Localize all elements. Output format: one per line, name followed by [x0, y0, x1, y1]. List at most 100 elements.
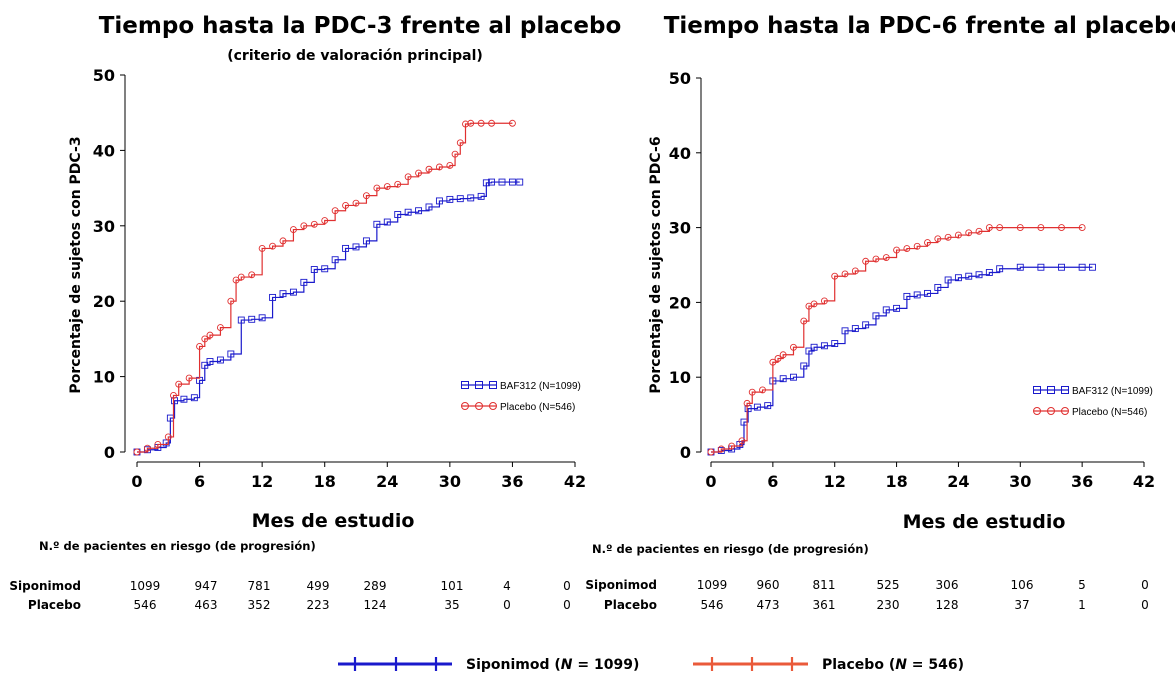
- x-tick-label: 18: [885, 472, 907, 491]
- risk-cell: 1099: [130, 579, 161, 593]
- data-point-placebo: [1058, 224, 1065, 232]
- data-point-siponimod: [206, 358, 214, 365]
- data-point-placebo: [352, 199, 360, 207]
- data-point-siponimod: [954, 274, 962, 282]
- data-point-siponimod: [404, 208, 412, 216]
- data-point-placebo: [477, 119, 485, 127]
- risk-cell: 1099: [697, 578, 728, 592]
- chart1-ylabel: Porcentaje de sujetos con PDC-3: [68, 136, 84, 393]
- risk-cell: 223: [307, 598, 330, 612]
- data-point-siponimod: [201, 361, 209, 369]
- risk-cell: 0: [503, 598, 511, 612]
- risk-cell: 106: [1011, 578, 1034, 592]
- y-tick-label: 50: [669, 69, 691, 88]
- risk-cell: 306: [936, 578, 959, 592]
- data-point-siponimod: [248, 315, 256, 323]
- risk-cell: 947: [195, 579, 218, 593]
- x-tick-label: 24: [376, 472, 398, 491]
- data-point-siponimod: [753, 403, 761, 411]
- data-point-siponimod: [435, 197, 443, 205]
- risk-cell: 230: [877, 598, 900, 612]
- data-point-placebo: [373, 184, 381, 192]
- risk-cell: 546: [134, 598, 157, 612]
- inner-legend-marker: [1047, 407, 1055, 415]
- data-point-siponimod: [321, 265, 329, 273]
- data-point-placebo: [965, 229, 973, 237]
- data-point-siponimod: [508, 178, 516, 186]
- risk-cell: 352: [248, 598, 271, 612]
- data-point-siponimod: [227, 350, 235, 358]
- x-tick-label: 12: [251, 472, 273, 491]
- data-point-siponimod: [362, 237, 370, 245]
- data-point-placebo: [196, 342, 204, 350]
- data-point-placebo: [841, 270, 849, 278]
- data-point-siponimod: [456, 195, 464, 203]
- data-point-placebo: [331, 207, 339, 215]
- data-point-placebo: [321, 217, 329, 224]
- data-point-siponimod: [924, 289, 931, 297]
- chart2-plot: 0 10 20 30 40 50 0 6 12 18 24 30 36 42 BAF312 (N=1099)…: [669, 69, 1155, 491]
- bottom-legend-placebo-text-b: = 546): [907, 657, 964, 673]
- x-tick-label: 0: [131, 472, 142, 491]
- risk-cell: 499: [307, 579, 330, 593]
- data-point-siponimod: [820, 342, 828, 350]
- inner-legend-marker: [1033, 386, 1041, 394]
- data-point-siponimod: [913, 291, 921, 299]
- x-tick-label: 30: [439, 472, 461, 491]
- data-point-placebo: [258, 244, 266, 252]
- risk-row-label: Placebo: [28, 598, 81, 612]
- data-point-placebo: [237, 273, 245, 281]
- data-point-siponimod: [425, 203, 433, 211]
- data-point-placebo: [394, 180, 402, 188]
- bottom-legend-siponimod: Siponimod (N = 1099): [338, 657, 639, 673]
- data-point-placebo: [289, 226, 297, 234]
- y-tick-label: 0: [104, 443, 115, 462]
- inner-legend-marker: [461, 381, 469, 389]
- risk-table2-title: N.º de pacientes en riesgo (de progresió…: [592, 542, 869, 556]
- inner-legend-label: Placebo (N=546): [500, 402, 575, 413]
- risk-cell: 473: [757, 598, 780, 612]
- data-point-placebo: [462, 120, 469, 128]
- y-tick-label: 10: [669, 368, 691, 387]
- data-point-placebo: [451, 150, 459, 158]
- data-point-siponimod: [810, 343, 818, 351]
- bottom-legend-placebo: Placebo (N = 546): [693, 657, 964, 673]
- data-point-siponimod: [498, 178, 506, 186]
- data-point-placebo: [903, 245, 911, 252]
- data-point-placebo: [790, 343, 797, 351]
- data-point-placebo: [913, 242, 921, 250]
- data-point-placebo: [872, 255, 880, 263]
- data-point-siponimod: [477, 192, 485, 200]
- data-point-siponimod: [944, 276, 952, 284]
- data-point-placebo: [882, 254, 890, 261]
- chart2-xlabel: Mes de estudio: [903, 511, 1066, 533]
- data-point-siponimod: [882, 306, 890, 314]
- data-point-siponimod: [805, 347, 813, 355]
- data-point-placebo: [232, 276, 240, 284]
- data-point-placebo: [996, 224, 1004, 232]
- data-point-placebo: [342, 201, 350, 209]
- risk-cell: 5: [1078, 578, 1086, 592]
- data-point-placebo: [759, 386, 766, 394]
- data-point-siponimod: [800, 362, 808, 370]
- data-point-siponimod: [1089, 263, 1096, 271]
- data-point-siponimod: [736, 441, 744, 448]
- risk-cell: 525: [877, 578, 900, 592]
- y-tick-label: 20: [93, 292, 115, 311]
- y-tick-label: 10: [93, 368, 115, 387]
- risk-cell: 463: [195, 598, 218, 612]
- bottom-legend-siponimod-text-b: = 1099): [573, 657, 640, 673]
- risk-cell: 0: [563, 598, 571, 612]
- data-point-siponimod: [903, 292, 911, 300]
- bottom-legend-placebo-text-a: Placebo (: [822, 657, 895, 673]
- data-point-siponimod: [310, 266, 318, 273]
- data-point-siponimod: [1016, 263, 1024, 271]
- x-tick-label: 30: [1009, 472, 1031, 491]
- data-point-siponimod: [342, 244, 350, 252]
- data-point-siponimod: [841, 327, 849, 335]
- y-tick-label: 50: [93, 66, 115, 85]
- data-point-placebo: [728, 442, 736, 450]
- data-point-siponimod: [975, 271, 983, 279]
- bottom-legend-siponimod-text-a: Siponimod (: [466, 657, 561, 673]
- data-point-placebo: [743, 399, 751, 407]
